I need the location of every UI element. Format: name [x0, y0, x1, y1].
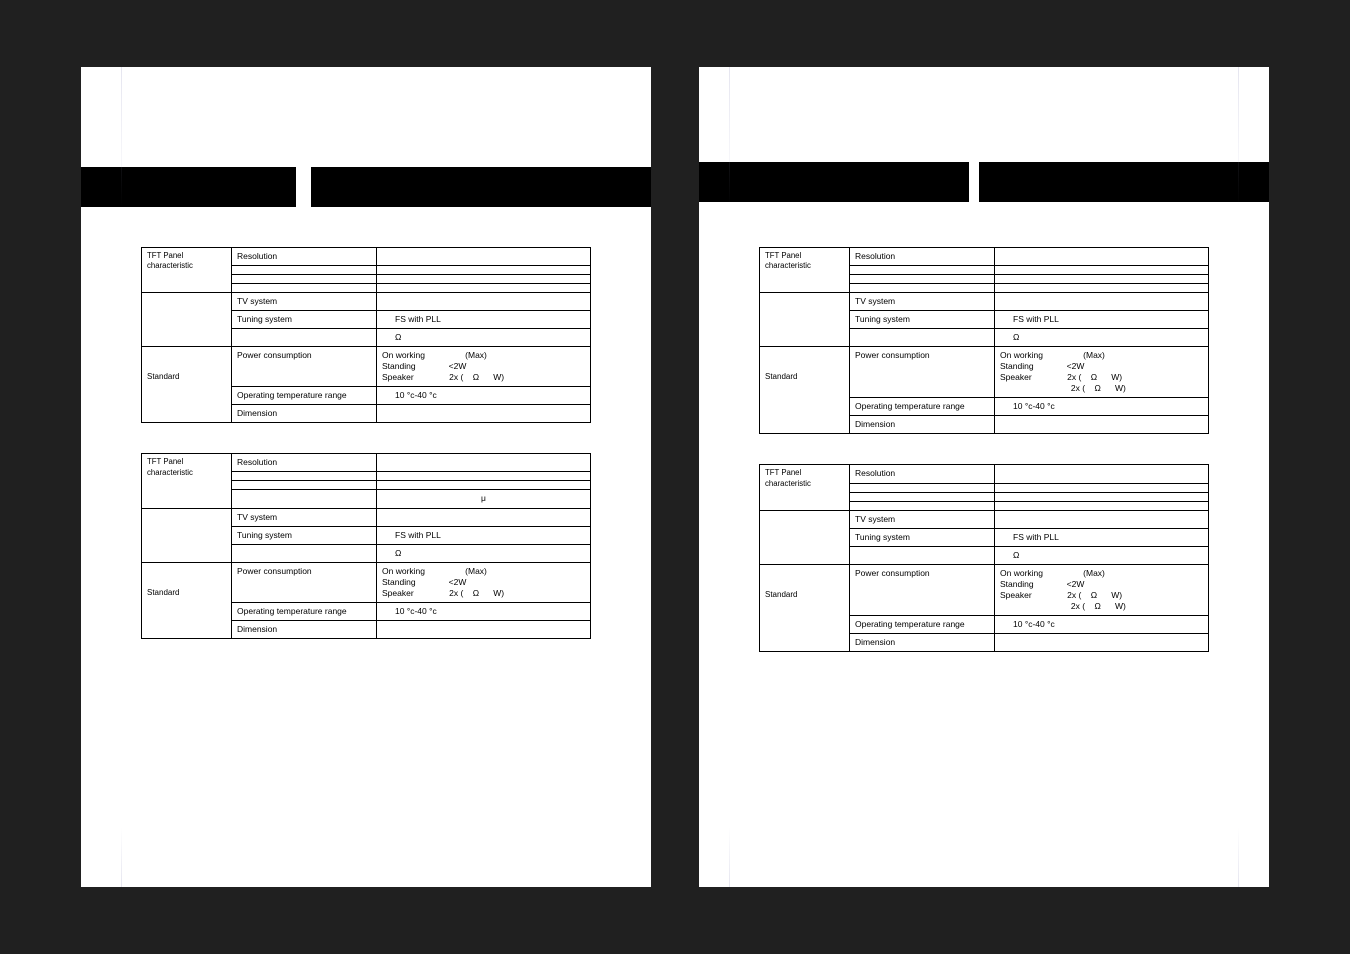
- table-row: Standard Power consumption On working (M…: [142, 347, 591, 387]
- cat-tft: TFT Panel characteristic: [142, 454, 232, 508]
- table-row: Standard Power consumption On working (M…: [142, 562, 591, 602]
- header-bar-1: [699, 162, 969, 202]
- table-row: TFT Panel characteristic Resolution: [760, 248, 1209, 266]
- power-value: On working (Max) Standing <2W Speaker 2x…: [995, 564, 1209, 615]
- row-power: Power consumption: [850, 564, 995, 615]
- page-left: TFT Panel characteristic Resolution TV s…: [81, 67, 651, 887]
- row-resolution: Resolution: [232, 248, 377, 266]
- row-power: Power consumption: [232, 562, 377, 602]
- row-tuning: Tuning system: [850, 311, 995, 329]
- cat-standard: Standard: [147, 588, 226, 598]
- row-dimension: Dimension: [850, 416, 995, 434]
- cat-tft: TFT Panel characteristic: [760, 248, 850, 293]
- row-resolution: Resolution: [850, 248, 995, 266]
- table-row: TFT Panel characteristic Resolution: [760, 465, 1209, 483]
- row-resolution: Resolution: [232, 454, 377, 472]
- cat-standard: Standard: [147, 372, 226, 382]
- spec-table-3: TFT Panel characteristic Resolution TV s…: [759, 247, 1209, 434]
- table-row: TFT Panel characteristic Resolution: [142, 248, 591, 266]
- row-dimension: Dimension: [850, 633, 995, 651]
- header-bar-2: [979, 162, 1269, 202]
- spec-content: TFT Panel characteristic Resolution TV s…: [141, 247, 591, 669]
- table-row: TV system: [142, 293, 591, 311]
- row-tuning: Tuning system: [850, 528, 995, 546]
- spec-table-2: TFT Panel characteristic Resolution μ TV…: [141, 453, 591, 638]
- spec-table-1: TFT Panel characteristic Resolution TV s…: [141, 247, 591, 423]
- table-row: TV system: [142, 508, 591, 526]
- cat-standard: Standard: [765, 590, 844, 600]
- row-power: Power consumption: [232, 347, 377, 387]
- row-dimension: Dimension: [232, 405, 377, 423]
- table-row: Standard Power consumption On working (M…: [760, 347, 1209, 398]
- row-tuning: Tuning system: [232, 526, 377, 544]
- power-value: On working (Max) Standing <2W Speaker 2x…: [377, 562, 591, 602]
- row-tvsystem: TV system: [850, 510, 995, 528]
- table-row: TV system: [760, 510, 1209, 528]
- row-optemp: Operating temperature range: [850, 615, 995, 633]
- row-optemp: Operating temperature range: [232, 602, 377, 620]
- row-tuning: Tuning system: [232, 311, 377, 329]
- row-tvsystem: TV system: [850, 293, 995, 311]
- table-row: Standard Power consumption On working (M…: [760, 564, 1209, 615]
- cat-tft: TFT Panel characteristic: [142, 248, 232, 293]
- spec-content: TFT Panel characteristic Resolution TV s…: [759, 247, 1209, 682]
- row-optemp: Operating temperature range: [850, 398, 995, 416]
- row-power: Power consumption: [850, 347, 995, 398]
- row-tvsystem: TV system: [232, 508, 377, 526]
- power-value: On working (Max) Standing <2W Speaker 2x…: [995, 347, 1209, 398]
- header-bar-2: [311, 167, 651, 207]
- page-right: TFT Panel characteristic Resolution TV s…: [699, 67, 1269, 887]
- spec-table-4: TFT Panel characteristic Resolution TV s…: [759, 464, 1209, 651]
- cat-tft: TFT Panel characteristic: [760, 465, 850, 510]
- header-bar-1: [81, 167, 296, 207]
- power-value: On working (Max) Standing <2W Speaker 2x…: [377, 347, 591, 387]
- row-dimension: Dimension: [232, 620, 377, 638]
- row-tvsystem: TV system: [232, 293, 377, 311]
- row-optemp: Operating temperature range: [232, 387, 377, 405]
- row-resolution: Resolution: [850, 465, 995, 483]
- cat-standard: Standard: [765, 372, 844, 382]
- table-row: TV system: [760, 293, 1209, 311]
- table-row: TFT Panel characteristic Resolution: [142, 454, 591, 472]
